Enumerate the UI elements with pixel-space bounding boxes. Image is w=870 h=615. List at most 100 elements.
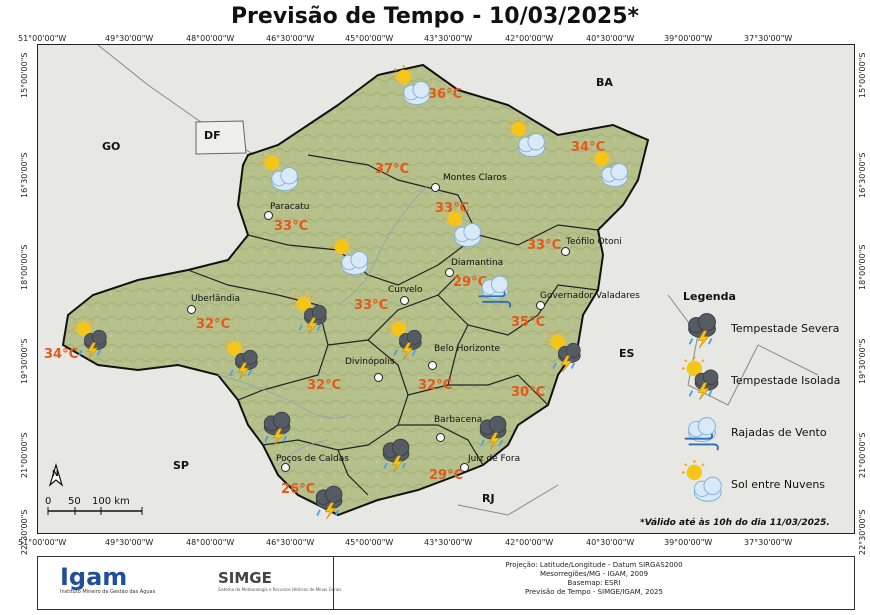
city-label-juiz-de-fora: Juiz de Fora xyxy=(468,454,521,464)
scale-bar-and-north-arrow xyxy=(47,463,143,515)
scale-label-100: 100 km xyxy=(92,496,130,507)
latitude-label: 21°00'00"S xyxy=(858,432,867,479)
temp-label: 33°C xyxy=(527,238,562,253)
scale-label-50: 50 xyxy=(68,496,81,507)
city-label-divinopolis: Divinópolis xyxy=(345,357,395,367)
state-label-ba: BA xyxy=(596,76,613,89)
latitude-label: 18°00'00"S xyxy=(858,244,867,291)
latitude-label: 22°30'00"S xyxy=(858,509,867,556)
state-label-rj: RJ xyxy=(482,492,495,505)
wind-gust-icon xyxy=(680,408,726,458)
map-canvas xyxy=(38,45,854,533)
legend-title: Legenda xyxy=(683,290,736,303)
state-boundary xyxy=(457,484,559,516)
temp-label: 35°C xyxy=(511,315,546,330)
city-marker xyxy=(400,296,409,305)
city-label-teofilo-otoni: Teófilo Otoni xyxy=(566,237,622,247)
latitude-label: 15°00'00"S xyxy=(858,52,867,99)
city-label-paracatu: Paracatu xyxy=(270,202,310,212)
temp-label: 29°C xyxy=(429,468,464,483)
longitude-label: 51°00'00"W xyxy=(18,538,67,547)
longitude-label: 39°00'00"W xyxy=(664,538,713,547)
longitude-label: 46°30'00"W xyxy=(266,538,315,547)
temp-label: 30°C xyxy=(511,385,546,400)
latitude-label: 21°00'00"S xyxy=(20,432,29,479)
longitude-label: 42°00'00"W xyxy=(505,538,554,547)
storm-isolated-icon xyxy=(385,317,429,365)
footer: Igam Instituto Mineiro de Gestão das Águ… xyxy=(37,556,855,610)
city-label-curvelo: Curvelo xyxy=(388,285,423,295)
sun-clouds-icon xyxy=(441,207,485,255)
sun-clouds-icon xyxy=(680,460,726,510)
legend-item-sun-clouds: Sol entre Nuvens xyxy=(680,460,850,508)
latitude-label: 15°00'00"S xyxy=(20,52,29,99)
storm-severe-icon xyxy=(308,477,352,525)
minas-gerais-state xyxy=(61,63,650,517)
temp-label: 26°C xyxy=(281,482,316,497)
longitude-label: 49°30'00"W xyxy=(105,34,154,43)
temp-label: 33°C xyxy=(435,201,470,216)
storm-isolated-icon xyxy=(544,330,588,378)
latitude-label: 18°00'00"S xyxy=(20,244,29,291)
city-marker xyxy=(536,301,545,310)
storm-severe-icon xyxy=(256,403,300,451)
city-marker xyxy=(445,268,454,277)
legend: Legenda Tempestade Severa Tempestade Iso… xyxy=(680,290,850,502)
temp-label: 34°C xyxy=(571,140,606,155)
map-frame[interactable]: GO DF BA ES SP RJ Montes Claros Paracatu… xyxy=(37,44,855,534)
sun-clouds-icon xyxy=(390,65,434,113)
longitude-label: 45°00'00"W xyxy=(345,538,394,547)
latitude-label: 16°30'00"S xyxy=(20,152,29,199)
sun-clouds-icon xyxy=(505,117,549,165)
city-label-pocos-de-caldas: Poços de Caldas xyxy=(276,454,349,464)
validity-note: *Válido até às 10h do dia 11/03/2025. xyxy=(640,518,830,528)
city-marker xyxy=(264,211,273,220)
storm-severe-icon xyxy=(680,304,726,354)
city-marker xyxy=(374,373,383,382)
longitude-label: 39°00'00"W xyxy=(664,34,713,43)
temp-label: 37°C xyxy=(375,162,410,177)
latitude-label: 16°30'00"S xyxy=(858,152,867,199)
longitude-label: 40°30'00"W xyxy=(586,34,635,43)
temp-label: 36°C xyxy=(428,87,463,102)
storm-isolated-icon xyxy=(290,292,334,340)
city-marker xyxy=(460,463,469,472)
north-arrow-icon xyxy=(48,463,64,487)
footer-credits: Projeção: Latitude/Longitude - Datum SIR… xyxy=(505,561,683,596)
latitude-label: 19°30'00"S xyxy=(858,338,867,385)
state-label-df: DF xyxy=(204,129,221,142)
latitude-label: 19°30'00"S xyxy=(20,338,29,385)
city-marker xyxy=(281,463,290,472)
state-label-go: GO xyxy=(102,140,121,153)
temp-label: 32°C xyxy=(418,378,453,393)
longitude-label: 37°30'00"W xyxy=(744,34,793,43)
longitude-label: 42°00'00"W xyxy=(505,34,554,43)
storm-severe-icon xyxy=(375,430,419,478)
df-boundary xyxy=(195,120,247,155)
city-marker xyxy=(561,247,570,256)
temp-label: 33°C xyxy=(274,219,309,234)
state-label-es: ES xyxy=(619,347,635,360)
temp-label: 29°C xyxy=(453,275,488,290)
longitude-label: 43°30'00"W xyxy=(424,34,473,43)
igam-logo: Igam Instituto Mineiro de Gestão das Águ… xyxy=(60,563,156,595)
longitude-label: 43°30'00"W xyxy=(424,538,473,547)
longitude-label: 48°00'00"W xyxy=(186,34,235,43)
legend-item-wind-gust: Rajadas de Vento xyxy=(680,408,850,456)
longitude-label: 45°00'00"W xyxy=(345,34,394,43)
rivers xyxy=(217,184,429,466)
map-title: Previsão de Tempo - 10/03/2025* xyxy=(230,4,640,29)
latitude-label: 22°30'00"S xyxy=(20,509,29,556)
temp-label: 32°C xyxy=(307,378,342,393)
longitude-label: 48°00'00"W xyxy=(186,538,235,547)
city-marker xyxy=(428,361,437,370)
city-label-belo-horizonte: Belo Horizonte xyxy=(434,344,501,354)
city-label-governador-valadares: Governador Valadares xyxy=(540,291,640,301)
state-label-sp: SP xyxy=(173,459,189,472)
longitude-label: 51°00'00"W xyxy=(18,34,67,43)
sun-clouds-icon xyxy=(328,235,372,283)
longitude-label: 40°30'00"W xyxy=(586,538,635,547)
city-label-uberlandia: Uberlândia xyxy=(191,294,240,304)
city-marker xyxy=(431,183,440,192)
scale-label-0: 0 xyxy=(45,496,52,507)
